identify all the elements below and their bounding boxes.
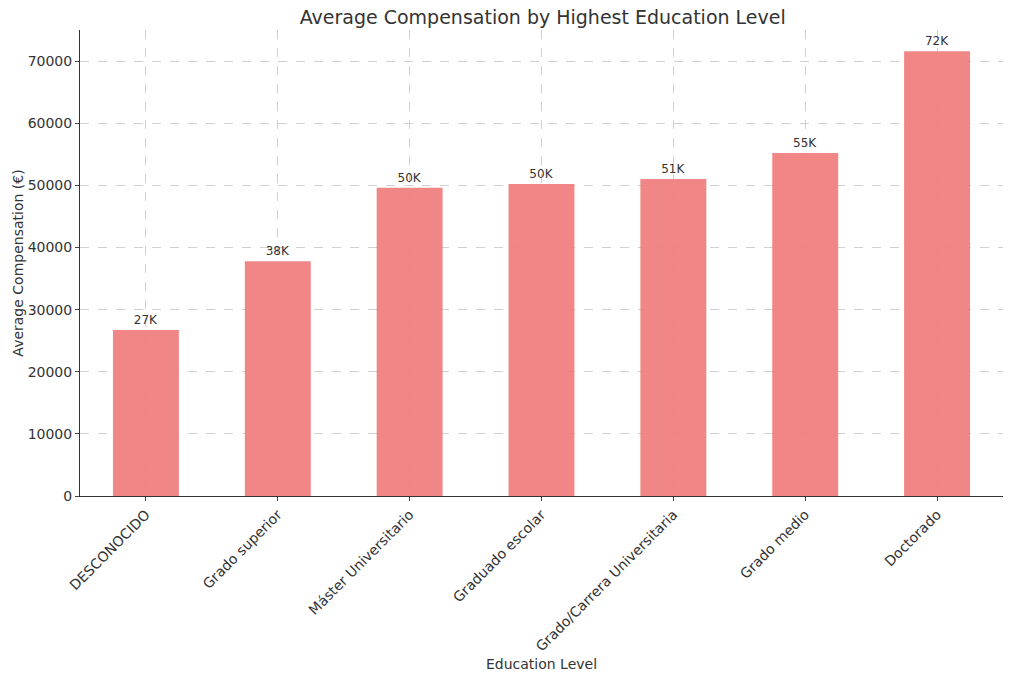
svg-text:38K: 38K	[266, 244, 290, 258]
svg-text:Average Compensation by Highes: Average Compensation by Highest Educatio…	[300, 6, 786, 28]
svg-text:50K: 50K	[398, 171, 422, 185]
svg-text:Education Level: Education Level	[486, 656, 597, 672]
svg-text:20000: 20000	[28, 364, 73, 380]
svg-text:55K: 55K	[793, 136, 817, 150]
svg-text:72K: 72K	[925, 34, 949, 48]
svg-text:Máster Universitario: Máster Universitario	[305, 507, 416, 618]
svg-text:51K: 51K	[661, 162, 685, 176]
svg-text:60000: 60000	[28, 115, 73, 131]
svg-text:Graduado escolar: Graduado escolar	[450, 506, 549, 605]
svg-text:30000: 30000	[28, 302, 73, 318]
svg-text:Grado/Carrera Universitaria: Grado/Carrera Universitaria	[532, 507, 680, 655]
svg-text:Grado medio: Grado medio	[737, 507, 812, 582]
svg-text:Grado superior: Grado superior	[199, 506, 285, 592]
svg-text:27K: 27K	[134, 313, 158, 327]
svg-text:Doctorado: Doctorado	[881, 507, 944, 570]
svg-text:50000: 50000	[28, 177, 73, 193]
svg-text:DESCONOCIDO: DESCONOCIDO	[66, 507, 153, 594]
svg-text:40000: 40000	[28, 239, 73, 255]
svg-text:50K: 50K	[529, 167, 553, 181]
svg-text:0: 0	[63, 488, 72, 504]
svg-text:10000: 10000	[28, 426, 73, 442]
svg-text:70000: 70000	[28, 53, 73, 69]
svg-text:Average Compensation (€): Average Compensation (€)	[10, 169, 26, 356]
